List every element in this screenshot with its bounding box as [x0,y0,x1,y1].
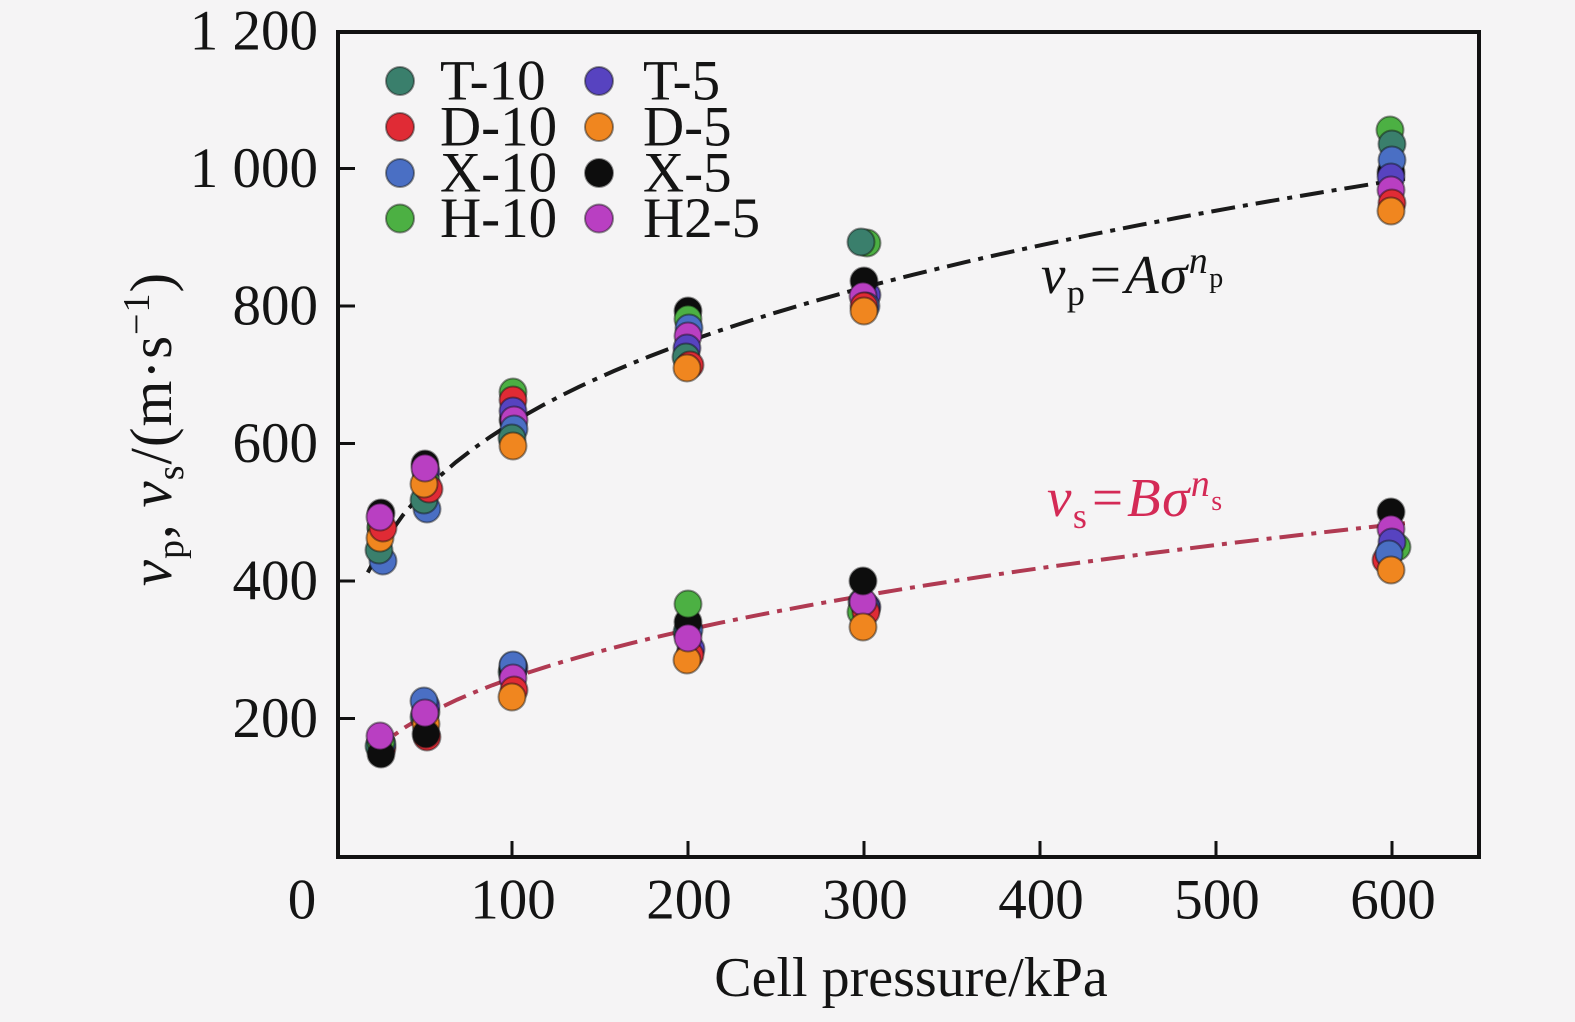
svg-text:200: 200 [646,869,732,932]
svg-text:H-10: H-10 [440,187,557,250]
svg-text:300: 300 [822,869,908,932]
svg-text:1 000: 1 000 [190,137,318,200]
svg-text:T-10: T-10 [440,50,546,113]
svg-text:1 200: 1 200 [190,0,318,63]
svg-text:vs=Bσns: vs=Bσns [1047,463,1224,536]
svg-text:X-5: X-5 [643,142,732,205]
svg-text:D-10: D-10 [440,96,557,159]
svg-text:400: 400 [233,550,319,613]
svg-text:H2-5: H2-5 [643,187,760,250]
svg-text:600: 600 [233,412,319,475]
svg-text:500: 500 [1174,869,1260,932]
svg-text:vp, vs/(m·s−1): vp, vs/(m·s−1) [116,272,192,586]
svg-text:0: 0 [288,869,317,932]
svg-text:vp=Aσnp: vp=Aσnp [1041,240,1225,313]
svg-text:X-10: X-10 [440,142,557,205]
svg-text:T-5: T-5 [643,50,720,113]
svg-text:100: 100 [470,869,556,932]
svg-text:800: 800 [233,275,319,338]
svg-text:D-5: D-5 [643,96,732,159]
svg-text:600: 600 [1350,869,1436,932]
svg-text:200: 200 [233,687,319,750]
svg-text:Cell pressure/kPa: Cell pressure/kPa [714,947,1108,1009]
svg-text:400: 400 [998,869,1084,932]
